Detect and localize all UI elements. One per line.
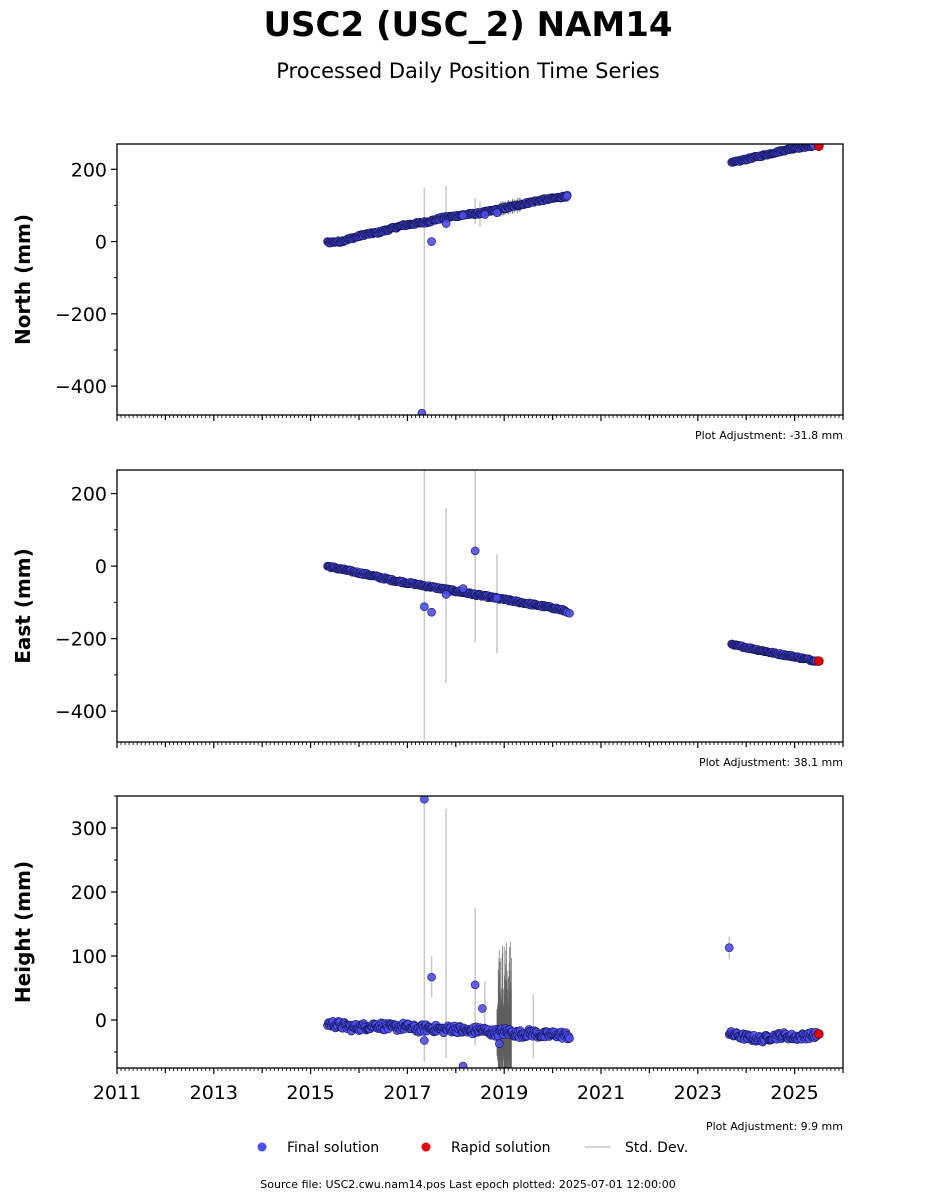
- panel-3: 300 200 100 0 2011 2013 2015 2017 2019 2021 2023 20…: [11, 795, 844, 1133]
- panels-group: 200 0 −200 −400 North (mm) Plot Adjustment: -…: [11, 143, 844, 1133]
- x-tick-label: 2013: [190, 1082, 238, 1104]
- y-tick-label: 0: [95, 556, 107, 578]
- final-solution-point: [470, 980, 480, 990]
- final-solution-point: [420, 602, 429, 612]
- y-axis-label: North (mm): [11, 214, 35, 345]
- panel-2: 200 0 −200 −400 East (mm) Plot Adjustment: 38…: [11, 469, 844, 769]
- legend-rapid-marker: [421, 1142, 431, 1152]
- y-tick-label: 0: [95, 232, 107, 254]
- x-tick-label: 2017: [383, 1082, 431, 1104]
- panel-data: [323, 144, 824, 415]
- final-solution-point: [427, 607, 436, 617]
- source-note: Source file: USC2.cwu.nam14.pos Last epo…: [260, 1178, 675, 1191]
- plot-adjustment-note: Plot Adjustment: -31.8 mm: [695, 429, 843, 442]
- final-solution-point: [562, 191, 572, 201]
- final-solution-point: [478, 1004, 487, 1013]
- final-solution-point: [495, 1039, 504, 1048]
- panel-frame: [116, 469, 844, 743]
- rapid-solution-point: [813, 1029, 824, 1039]
- final-solution-point: [724, 943, 734, 952]
- legend-std-label: Std. Dev.: [625, 1140, 688, 1156]
- y-tick-label: 200: [71, 159, 107, 181]
- final-solution-point: [420, 796, 429, 804]
- y-axis-label: East (mm): [11, 548, 35, 664]
- y-tick-label: −200: [55, 629, 107, 651]
- final-solution-point: [427, 972, 436, 982]
- final-solution-point: [480, 210, 490, 219]
- final-solution-point: [458, 1061, 468, 1068]
- final-solution-point: [427, 237, 436, 246]
- x-tick-label: 2019: [480, 1082, 528, 1104]
- legend-rapid-label: Rapid solution: [451, 1140, 551, 1156]
- final-solution-point: [470, 546, 480, 556]
- panel-data: [323, 796, 824, 1068]
- x-tick-label: 2015: [286, 1082, 334, 1104]
- y-tick-label: 200: [71, 882, 107, 904]
- final-solution-point: [420, 1036, 429, 1045]
- x-tick-label: 2021: [577, 1082, 625, 1104]
- y-tick-label: 100: [71, 946, 107, 968]
- final-solution-point: [441, 590, 451, 599]
- plot-adjustment-note: Plot Adjustment: 38.1 mm: [699, 756, 843, 769]
- final-solution-point: [565, 608, 574, 618]
- legend: Final solution Rapid solution Std. Dev.: [257, 1140, 688, 1156]
- panel-data: [323, 470, 824, 741]
- final-solution-point: [492, 593, 502, 603]
- legend-final-label: Final solution: [287, 1140, 379, 1156]
- x-tick-label: 2025: [770, 1082, 818, 1104]
- y-tick-label: −400: [55, 376, 107, 398]
- y-tick-label: 200: [71, 484, 107, 506]
- x-tick-label: 2023: [674, 1082, 722, 1104]
- rapid-solution-point: [814, 144, 824, 151]
- rapid-solution-point: [813, 656, 824, 666]
- plot-adjustment-note: Plot Adjustment: 9.9 mm: [706, 1120, 843, 1133]
- final-solution-point: [492, 208, 502, 217]
- chart-subtitle: Processed Daily Position Time Series: [276, 59, 660, 83]
- final-solution-point: [565, 1034, 574, 1043]
- final-solution-point: [458, 584, 468, 593]
- x-tick-label: 2011: [93, 1082, 141, 1104]
- y-tick-label: 0: [95, 1010, 107, 1032]
- panel-frame: [116, 143, 844, 416]
- y-tick-label: 300: [71, 818, 107, 840]
- y-tick-label: −400: [55, 701, 107, 723]
- y-tick-label: −200: [55, 304, 107, 326]
- final-solution-point: [458, 211, 468, 220]
- final-solution-point: [441, 219, 451, 228]
- chart-title: USC2 (USC_2) NAM14: [263, 5, 672, 45]
- final-solution-point: [417, 408, 427, 415]
- y-axis-label: Height (mm): [11, 861, 35, 1003]
- legend-final-marker: [257, 1142, 267, 1152]
- panel-1: 200 0 −200 −400 North (mm) Plot Adjustment: -…: [11, 143, 844, 442]
